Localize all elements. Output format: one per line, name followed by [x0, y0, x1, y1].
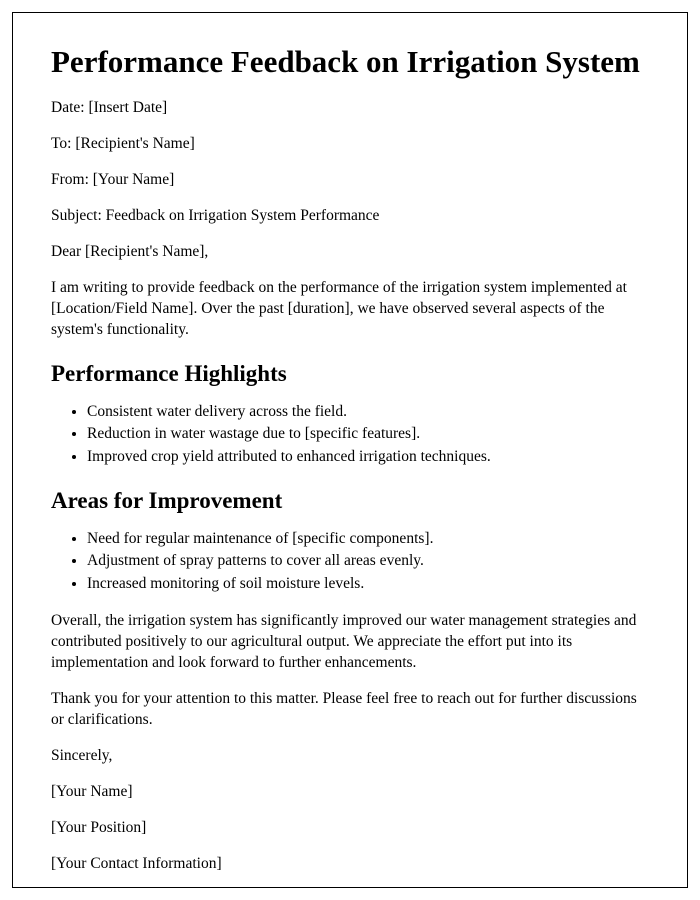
intro-paragraph: I am writing to provide feedback on the …: [51, 278, 649, 341]
date-line: Date: [Insert Date]: [51, 98, 649, 119]
signature-contact: [Your Contact Information]: [51, 854, 649, 875]
signature-name: [Your Name]: [51, 782, 649, 803]
subject-line: Subject: Feedback on Irrigation System P…: [51, 206, 649, 227]
document-page: Performance Feedback on Irrigation Syste…: [12, 12, 688, 888]
list-item: Improved crop yield attributed to enhanc…: [87, 446, 649, 468]
list-item: Adjustment of spray patterns to cover al…: [87, 550, 649, 572]
list-item: Increased monitoring of soil moisture le…: [87, 573, 649, 595]
highlights-list: Consistent water delivery across the fie…: [87, 401, 649, 468]
highlights-heading: Performance Highlights: [51, 361, 649, 387]
to-line: To: [Recipient's Name]: [51, 134, 649, 155]
list-item: Consistent water delivery across the fie…: [87, 401, 649, 423]
improvements-heading: Areas for Improvement: [51, 488, 649, 514]
thanks-paragraph: Thank you for your attention to this mat…: [51, 689, 649, 731]
from-line: From: [Your Name]: [51, 170, 649, 191]
signoff: Sincerely,: [51, 746, 649, 767]
improvements-list: Need for regular maintenance of [specifi…: [87, 528, 649, 595]
list-item: Reduction in water wastage due to [speci…: [87, 423, 649, 445]
document-title: Performance Feedback on Irrigation Syste…: [51, 43, 649, 80]
list-item: Need for regular maintenance of [specifi…: [87, 528, 649, 550]
salutation: Dear [Recipient's Name],: [51, 242, 649, 263]
summary-paragraph: Overall, the irrigation system has signi…: [51, 611, 649, 674]
signature-position: [Your Position]: [51, 818, 649, 839]
